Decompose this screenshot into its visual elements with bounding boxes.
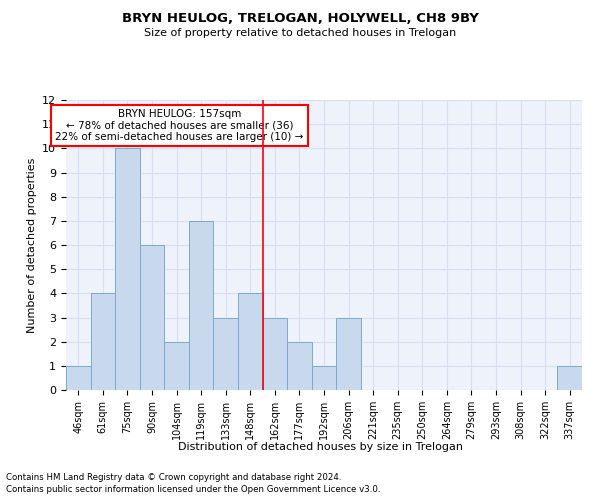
Text: Contains public sector information licensed under the Open Government Licence v3: Contains public sector information licen…	[6, 485, 380, 494]
Bar	[312, 366, 336, 390]
Bar	[189, 221, 214, 390]
Text: Size of property relative to detached houses in Trelogan: Size of property relative to detached ho…	[144, 28, 456, 38]
Text: BRYN HEULOG: 157sqm
← 78% of detached houses are smaller (36)
22% of semi-detach: BRYN HEULOG: 157sqm ← 78% of detached ho…	[55, 108, 304, 142]
Text: Distribution of detached houses by size in Trelogan: Distribution of detached houses by size …	[179, 442, 464, 452]
Bar	[263, 318, 287, 390]
Bar	[66, 366, 91, 390]
Text: Contains HM Land Registry data © Crown copyright and database right 2024.: Contains HM Land Registry data © Crown c…	[6, 472, 341, 482]
Bar	[238, 294, 263, 390]
Bar	[164, 342, 189, 390]
Bar	[115, 148, 140, 390]
Bar	[91, 294, 115, 390]
Bar	[140, 245, 164, 390]
Text: BRYN HEULOG, TRELOGAN, HOLYWELL, CH8 9BY: BRYN HEULOG, TRELOGAN, HOLYWELL, CH8 9BY	[122, 12, 478, 26]
Bar	[287, 342, 312, 390]
Bar	[557, 366, 582, 390]
Bar	[214, 318, 238, 390]
Y-axis label: Number of detached properties: Number of detached properties	[26, 158, 37, 332]
Bar	[336, 318, 361, 390]
